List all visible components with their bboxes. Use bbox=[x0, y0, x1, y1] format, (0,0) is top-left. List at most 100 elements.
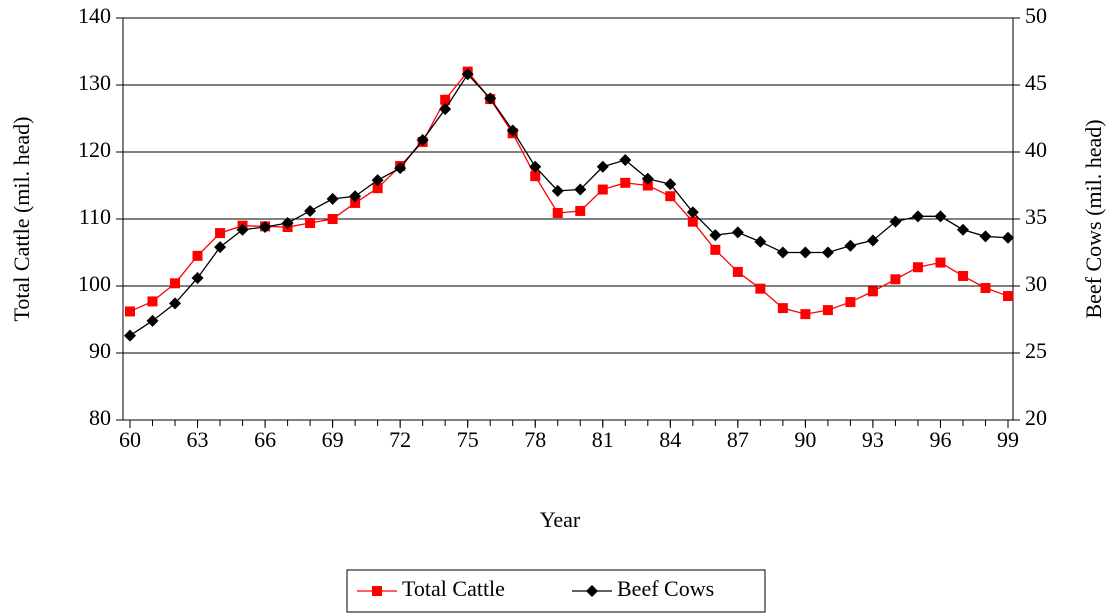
marker bbox=[912, 262, 923, 273]
x-tick-label: 96 bbox=[929, 427, 951, 452]
marker bbox=[979, 230, 992, 243]
legend-marker bbox=[372, 586, 382, 596]
y-tick-label: 130 bbox=[78, 70, 111, 95]
marker bbox=[619, 154, 632, 167]
marker bbox=[732, 266, 743, 277]
marker bbox=[800, 309, 811, 320]
marker bbox=[889, 215, 902, 228]
marker bbox=[731, 226, 744, 239]
marker bbox=[440, 94, 451, 105]
marker bbox=[439, 103, 452, 116]
marker bbox=[866, 234, 879, 247]
marker bbox=[147, 296, 158, 307]
marker bbox=[236, 223, 249, 236]
y2-axis-title: Beef Cows (mil. head) bbox=[1081, 119, 1106, 318]
y-tick-label: 140 bbox=[78, 3, 111, 28]
marker bbox=[146, 314, 159, 327]
y2-tick-label: 35 bbox=[1025, 204, 1047, 229]
series-line bbox=[129, 70, 1009, 315]
marker bbox=[529, 160, 542, 173]
x-tick-label: 72 bbox=[389, 427, 411, 452]
marker bbox=[710, 244, 721, 255]
legend-marker bbox=[586, 585, 598, 597]
marker bbox=[215, 228, 226, 239]
legend-label: Total Cattle bbox=[402, 576, 505, 601]
y2-tick-label: 40 bbox=[1025, 137, 1047, 162]
marker bbox=[935, 257, 946, 268]
series-line bbox=[129, 73, 1009, 337]
marker bbox=[372, 183, 383, 194]
marker bbox=[461, 68, 474, 81]
y-tick-label: 120 bbox=[78, 137, 111, 162]
marker bbox=[890, 274, 901, 285]
marker bbox=[911, 210, 924, 223]
marker bbox=[755, 283, 766, 294]
marker bbox=[551, 184, 564, 197]
marker bbox=[686, 206, 699, 219]
marker bbox=[664, 178, 677, 191]
marker bbox=[552, 207, 563, 218]
x-axis-title: Year bbox=[540, 507, 581, 532]
x-tick-label: 87 bbox=[727, 427, 749, 452]
marker bbox=[1002, 231, 1014, 244]
x-tick-label: 66 bbox=[254, 427, 276, 452]
legend-label: Beef Cows bbox=[617, 576, 714, 601]
legend-box bbox=[346, 569, 766, 613]
x-tick-label: 84 bbox=[659, 427, 681, 452]
marker bbox=[822, 305, 833, 316]
marker bbox=[575, 205, 586, 216]
marker bbox=[170, 278, 181, 289]
marker bbox=[574, 183, 587, 196]
marker bbox=[620, 177, 631, 188]
marker bbox=[777, 303, 788, 314]
marker bbox=[799, 246, 812, 259]
marker bbox=[350, 197, 361, 208]
y2-tick-label: 25 bbox=[1025, 338, 1047, 363]
x-tick-label: 63 bbox=[187, 427, 209, 452]
marker bbox=[596, 160, 609, 173]
marker bbox=[305, 218, 316, 229]
marker bbox=[281, 217, 294, 230]
y-tick-label: 90 bbox=[89, 338, 111, 363]
marker bbox=[349, 190, 362, 203]
x-tick-label: 93 bbox=[862, 427, 884, 452]
marker bbox=[1003, 291, 1013, 302]
marker bbox=[776, 246, 789, 259]
x-tick-label: 75 bbox=[457, 427, 479, 452]
marker bbox=[192, 250, 203, 261]
marker bbox=[326, 192, 339, 205]
y2-tick-label: 30 bbox=[1025, 271, 1047, 296]
marker bbox=[394, 162, 407, 175]
marker bbox=[934, 210, 947, 223]
marker bbox=[191, 271, 204, 284]
marker bbox=[980, 283, 991, 294]
marker bbox=[687, 216, 698, 227]
marker bbox=[709, 229, 722, 242]
y-tick-label: 110 bbox=[79, 204, 111, 229]
x-tick-label: 99 bbox=[997, 427, 1019, 452]
marker bbox=[821, 246, 834, 259]
x-tick-label: 90 bbox=[794, 427, 816, 452]
x-tick-label: 81 bbox=[592, 427, 614, 452]
y2-tick-label: 50 bbox=[1025, 3, 1047, 28]
marker bbox=[844, 239, 857, 252]
marker bbox=[754, 235, 767, 248]
marker bbox=[169, 297, 182, 310]
x-tick-label: 60 bbox=[119, 427, 141, 452]
marker bbox=[845, 297, 856, 308]
marker bbox=[125, 306, 135, 317]
marker bbox=[597, 184, 608, 195]
marker bbox=[641, 172, 654, 185]
marker bbox=[416, 133, 429, 146]
marker bbox=[642, 180, 653, 191]
marker bbox=[214, 241, 227, 254]
marker bbox=[957, 270, 968, 281]
marker bbox=[867, 286, 878, 297]
y-tick-label: 100 bbox=[78, 271, 111, 296]
y2-tick-label: 45 bbox=[1025, 70, 1047, 95]
marker bbox=[530, 171, 541, 182]
marker bbox=[259, 221, 272, 234]
y-axis-title: Total Cattle (mil. head) bbox=[9, 117, 34, 322]
